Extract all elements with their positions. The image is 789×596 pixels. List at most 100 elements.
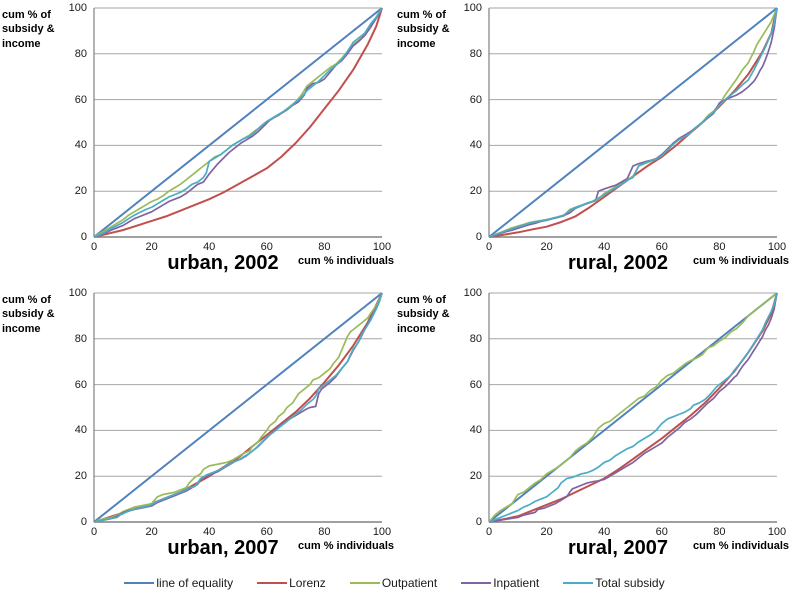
legend-item-inpatient: Inpatient <box>461 576 539 590</box>
x-axis-ticks: 0 20 40 60 80 100 <box>486 237 786 253</box>
y-tick-label: 80 <box>469 47 482 60</box>
x-tick-label: 80 <box>713 241 726 253</box>
legend-label: line of equality <box>156 576 234 590</box>
x-tick-label: 0 <box>90 241 98 253</box>
x-axis-title: cum % individuals <box>693 255 789 267</box>
y-tick-label: 0 <box>475 516 482 528</box>
legend-line-swatch <box>461 581 492 585</box>
x-tick-label: 0 <box>485 241 493 253</box>
x-tick-label: 100 <box>767 526 787 538</box>
panel-title: rural, 2002 <box>567 252 669 274</box>
legend-line-swatch <box>349 581 380 585</box>
y-axis-label: cum % of subsidy & income <box>2 294 55 335</box>
series-inpatient <box>489 293 777 522</box>
x-tick-label: 20 <box>540 526 553 538</box>
series-line-of-equality <box>94 8 382 237</box>
plot-region: 0 20 40 60 80 100 0 20 40 60 80 100 <box>69 2 392 253</box>
legend-item-outpatient: Outpatient <box>349 576 438 590</box>
y-tick-label: 40 <box>469 424 482 437</box>
y-tick-label: 80 <box>469 332 482 345</box>
x-axis-title: cum % individuals <box>298 255 394 267</box>
y-tick-label: 100 <box>463 287 482 299</box>
chart-legend: line of equality Lorenz Outpatient Inpatien… <box>0 570 789 596</box>
y-tick-label: 20 <box>74 185 87 198</box>
x-tick-label: 40 <box>203 241 216 253</box>
y-axis-label: cum % of subsidy & income <box>397 294 450 335</box>
y-tick-label: 60 <box>74 93 87 106</box>
plot-region: 0 20 40 60 80 100 0 20 40 60 80 100 <box>464 287 787 538</box>
legend-label: Outpatient <box>381 576 438 590</box>
series-line-of-equality <box>489 8 777 237</box>
panel-title: urban, 2007 <box>167 537 279 559</box>
x-tick-label: 60 <box>655 526 668 538</box>
x-axis-title: cum % individuals <box>298 540 394 552</box>
x-tick-label: 100 <box>372 526 392 538</box>
legend-line-swatch <box>563 581 594 585</box>
x-tick-label: 100 <box>767 241 787 253</box>
y-axis-label: cum % of subsidy & income <box>2 9 55 50</box>
y-axis-ticks: 0 20 40 60 80 100 <box>57 2 87 243</box>
y-tick-label: 60 <box>74 378 87 391</box>
y-axis-ticks: 0 20 40 60 80 100 <box>452 2 482 243</box>
series-outpatient <box>94 293 382 522</box>
y-tick-label: 0 <box>475 231 482 243</box>
x-tick-label: 40 <box>598 526 611 538</box>
y-tick-label: 80 <box>74 332 87 345</box>
y-tick-label: 100 <box>68 287 87 299</box>
plot-area <box>489 8 777 237</box>
series-lorenz <box>94 8 382 237</box>
series-total-subsidy <box>489 293 777 522</box>
panel-caption: rural, 2002 cum % individuals <box>489 252 789 282</box>
legend-label: Inpatient <box>493 576 540 590</box>
panel-caption: urban, 2002 cum % individuals <box>94 252 394 282</box>
y-tick-label: 20 <box>74 470 87 483</box>
x-axis-ticks: 0 20 40 60 80 100 <box>91 237 391 253</box>
legend-line-swatch <box>257 581 288 585</box>
panel-urban-2007: cum % of subsidy & income 0 20 40 60 80 100 0… <box>0 285 394 570</box>
panel-urban-2002: cum % of subsidy & income 0 20 40 60 80 100 0… <box>0 0 394 285</box>
x-tick-label: 40 <box>203 526 216 538</box>
x-axis-ticks: 0 20 40 60 80 100 <box>91 522 391 538</box>
legend-item-lorenz: Lorenz <box>257 576 326 590</box>
series-line-of-equality <box>489 293 777 522</box>
panel-caption: urban, 2007 cum % individuals <box>94 537 394 567</box>
legend-item-total-subsidy: Total subsidy <box>563 576 665 590</box>
panel-caption: rural, 2007 cum % individuals <box>489 537 789 567</box>
y-tick-label: 80 <box>74 47 87 60</box>
y-tick-label: 40 <box>74 139 87 152</box>
plot-area <box>489 293 777 522</box>
x-tick-label: 0 <box>90 526 98 538</box>
y-axis-ticks: 0 20 40 60 80 100 <box>452 287 482 528</box>
legend-item-line-of-equality: line of equality <box>124 576 233 590</box>
y-tick-label: 40 <box>469 139 482 152</box>
y-axis-ticks: 0 20 40 60 80 100 <box>57 287 87 528</box>
y-tick-label: 20 <box>469 185 482 198</box>
plot-area <box>94 293 382 522</box>
series-inpatient <box>94 8 382 237</box>
x-tick-label: 80 <box>318 241 331 253</box>
series-line-of-equality <box>94 293 382 522</box>
panel-rural-2007: cum % of subsidy & income 0 20 40 60 80 100 0… <box>395 285 789 570</box>
x-axis-ticks: 0 20 40 60 80 100 <box>486 522 786 538</box>
y-tick-label: 0 <box>80 231 87 243</box>
legend-line-swatch <box>124 581 155 585</box>
series-total-subsidy <box>94 8 382 237</box>
x-tick-label: 20 <box>145 526 158 538</box>
series-total-subsidy <box>94 293 382 522</box>
x-tick-label: 20 <box>145 241 158 253</box>
panel-title: rural, 2007 <box>567 537 669 559</box>
x-tick-label: 60 <box>260 241 273 253</box>
y-tick-label: 20 <box>469 470 482 483</box>
legend-label: Total subsidy <box>595 576 665 590</box>
x-tick-label: 80 <box>318 526 331 538</box>
series-total-subsidy <box>489 8 777 237</box>
series-lorenz <box>489 8 777 237</box>
x-axis-title: cum % individuals <box>693 540 789 552</box>
x-tick-label: 60 <box>655 241 668 253</box>
y-tick-label: 60 <box>469 378 482 391</box>
x-tick-label: 80 <box>713 526 726 538</box>
y-tick-label: 40 <box>74 424 87 437</box>
y-tick-label: 60 <box>469 93 482 106</box>
y-tick-label: 100 <box>463 2 482 14</box>
